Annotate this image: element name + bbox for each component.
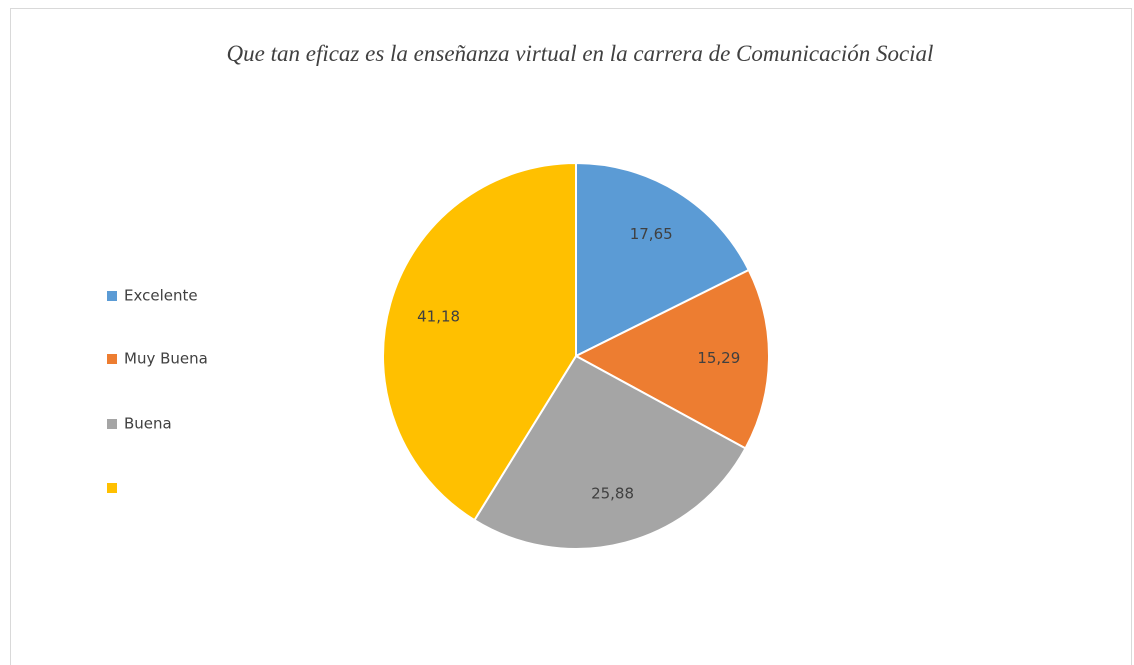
legend-label: Buena: [124, 415, 172, 433]
data-label: 25,88: [591, 485, 634, 503]
legend-label: Excelente: [124, 287, 198, 305]
pie-slice: [575, 161, 751, 358]
pie-slice: [473, 354, 747, 550]
data-label: 41,18: [417, 307, 460, 325]
legend-swatch: [107, 419, 117, 429]
data-label: 15,29: [697, 349, 740, 367]
pie-slice: [382, 161, 577, 522]
legend-swatch: [107, 354, 117, 364]
legend-label: Muy Buena: [124, 350, 208, 368]
chart-title: Que tan eficaz es la enseñanza virtual e…: [226, 41, 934, 66]
pie-slice: [573, 268, 770, 450]
data-label: 17,65: [630, 225, 673, 243]
legend-swatch: [107, 291, 117, 301]
chart-frame: [10, 8, 1132, 665]
legend-swatch: [107, 483, 117, 493]
